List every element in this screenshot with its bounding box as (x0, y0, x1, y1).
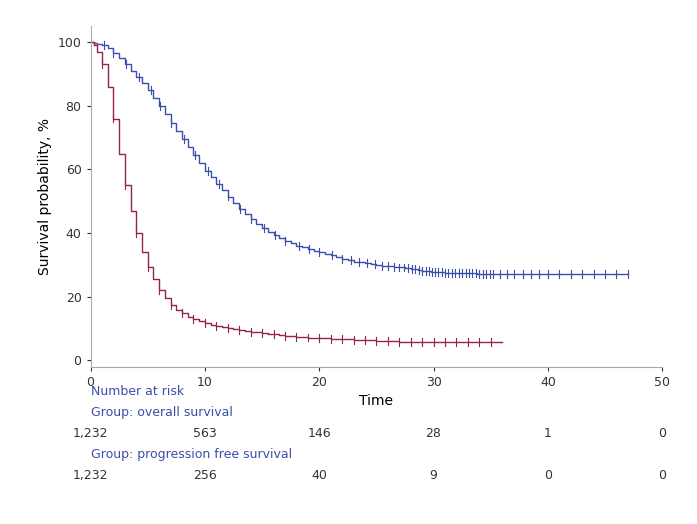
Text: 563: 563 (193, 427, 217, 440)
Text: 9: 9 (429, 469, 438, 482)
Text: 1: 1 (544, 427, 552, 440)
X-axis label: Time: Time (360, 395, 393, 408)
Y-axis label: Survival probability, %: Survival probability, % (38, 118, 52, 275)
Text: 40: 40 (312, 469, 327, 482)
Text: 256: 256 (193, 469, 217, 482)
Text: 0: 0 (658, 427, 666, 440)
Text: 0: 0 (544, 469, 552, 482)
Text: Number at risk: Number at risk (91, 385, 184, 398)
Text: 1,232: 1,232 (73, 469, 108, 482)
Text: 0: 0 (658, 469, 666, 482)
Text: 146: 146 (307, 427, 331, 440)
Text: Group: overall survival: Group: overall survival (91, 406, 233, 419)
Text: 28: 28 (426, 427, 441, 440)
Text: 1,232: 1,232 (73, 427, 108, 440)
Text: Group: progression free survival: Group: progression free survival (91, 448, 292, 461)
